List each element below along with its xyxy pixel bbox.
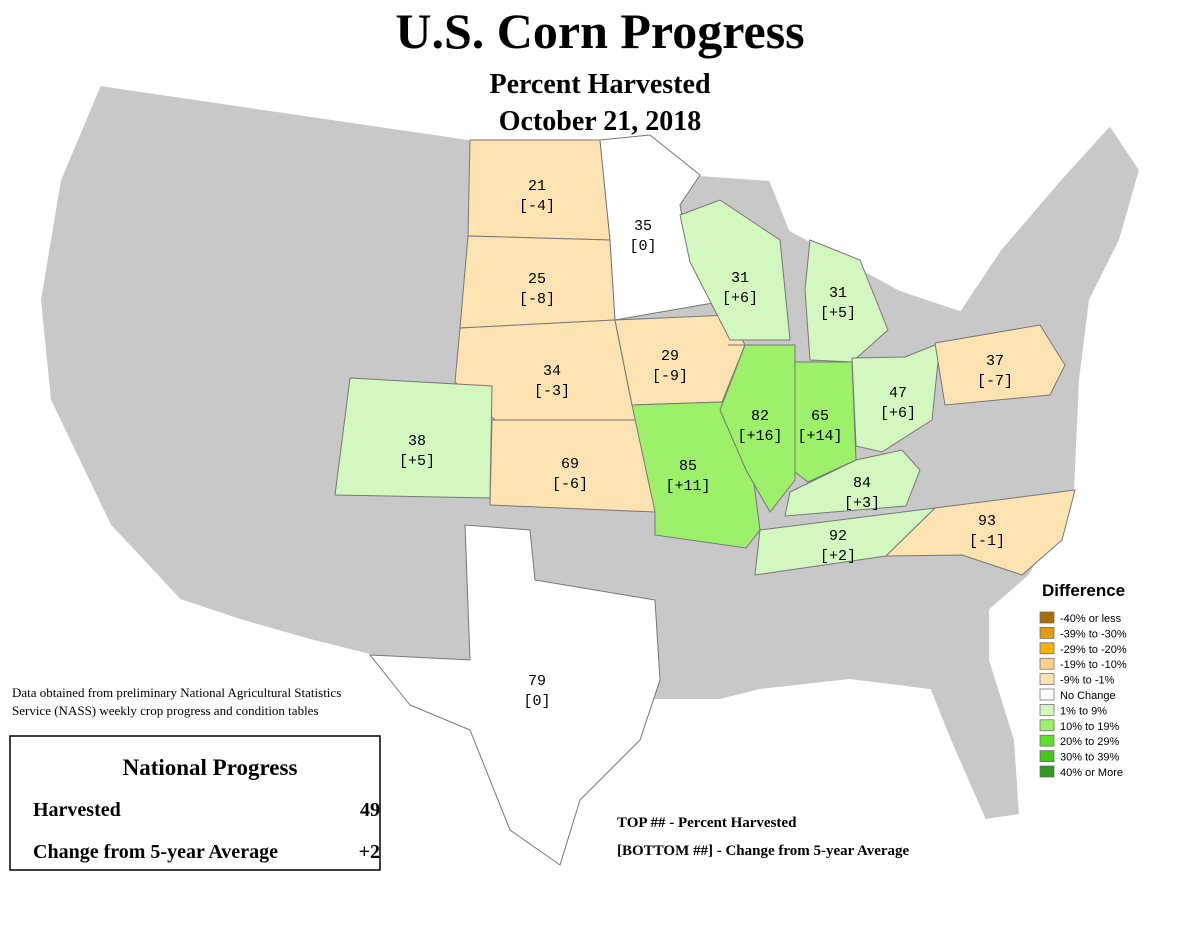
state-harvested: 34 [543, 363, 561, 380]
state-harvested: 79 [528, 673, 546, 690]
national-label: Change from 5-year Average [33, 841, 278, 863]
state-harvested: 35 [634, 218, 652, 235]
state-change: [-3] [534, 383, 570, 400]
state-change: [+2] [820, 548, 856, 565]
state-harvested: 31 [731, 270, 749, 287]
title: U.S. Corn Progress [395, 3, 804, 59]
state-change: [+6] [880, 405, 916, 422]
state-change: [0] [629, 238, 656, 255]
state-harvested: 21 [528, 178, 546, 195]
legend-swatch [1039, 642, 1055, 655]
state-harvested: 85 [679, 458, 697, 475]
legend-label: 1% to 9% [1060, 705, 1107, 717]
legend-swatch [1039, 765, 1055, 778]
state-harvested: 29 [661, 348, 679, 365]
date: October 21, 2018 [499, 106, 701, 137]
legend-label: 20% to 29% [1060, 736, 1120, 748]
state [884, 489, 1076, 576]
legend-label: -29% to -20% [1060, 644, 1127, 656]
key-text: TOP ## - Percent Harvested [617, 815, 797, 831]
source-note: Service (NASS) weekly crop progress and … [12, 703, 319, 718]
national-value: +2 [359, 841, 380, 863]
national-value: 49 [360, 799, 380, 821]
source-note: Data obtained from preliminary National … [12, 685, 341, 700]
legend-label: 10% to 19% [1060, 721, 1120, 733]
state-harvested: 37 [986, 353, 1004, 370]
legend-label: 30% to 39% [1060, 752, 1120, 764]
legend-swatch [1039, 750, 1055, 762]
state [679, 199, 791, 341]
legend-swatch [1039, 627, 1055, 639]
state-change: [-7] [977, 373, 1013, 390]
state [368, 524, 661, 866]
state-change: [+14] [797, 428, 842, 445]
state-harvested: 31 [829, 285, 847, 302]
state [934, 324, 1066, 406]
state-change: [-8] [519, 291, 555, 308]
legend-label: -39% to -30% [1060, 628, 1127, 640]
state-change: [-9] [652, 368, 688, 385]
legend: -40% or less -39% to -30% -29% to -20% -19%… [1039, 611, 1127, 779]
legend-swatch [1039, 657, 1055, 670]
state-change: [+5] [399, 453, 435, 470]
legend-label: -19% to -10% [1060, 659, 1127, 671]
state-change: [+5] [820, 305, 856, 322]
national-box [9, 735, 381, 871]
state-change: [0] [523, 693, 550, 710]
subtitle: Percent Harvested [489, 69, 710, 100]
legend-label: No Change [1060, 690, 1116, 702]
legend-swatch [1039, 704, 1055, 716]
state-change: [-4] [519, 198, 555, 215]
states: 21 [-4] 25 [-8] 35 [0] 34 [-3] 29 [-9] 38 [+5] 69 [-6… [334, 134, 1076, 866]
legend-swatch [1039, 673, 1055, 685]
state-harvested: 47 [889, 385, 907, 402]
state-change: [+3] [844, 495, 880, 512]
state-harvested: 25 [528, 271, 546, 288]
national-title: National Progress [123, 755, 298, 780]
state-change: [-6] [552, 476, 588, 493]
state [794, 361, 857, 483]
state [784, 449, 921, 517]
key-text: [BOTTOM ##] - Change from 5-year Average [617, 843, 910, 859]
legend-swatch [1039, 688, 1055, 701]
state-harvested: 93 [978, 513, 996, 530]
legend-title: Difference [1042, 581, 1125, 600]
state [851, 342, 941, 453]
state-change: [+6] [722, 290, 758, 307]
legend-label: 40% or More [1060, 767, 1123, 779]
state-harvested: 69 [561, 456, 579, 473]
state-change: [+16] [737, 428, 782, 445]
state-harvested: 38 [408, 433, 426, 450]
legend-swatch [1039, 611, 1055, 624]
state-change: [-1] [969, 533, 1005, 550]
legend-label: -40% or less [1060, 613, 1122, 625]
state-harvested: 92 [829, 528, 847, 545]
legend-label: -9% to -1% [1060, 675, 1115, 687]
state-change: [+11] [665, 478, 710, 495]
legend-swatch [1039, 734, 1055, 747]
legend-swatch [1039, 719, 1055, 732]
state-harvested: 84 [853, 475, 871, 492]
state-harvested: 65 [811, 408, 829, 425]
national-label: Harvested [33, 799, 121, 821]
state-harvested: 82 [751, 408, 769, 425]
state [614, 314, 746, 406]
